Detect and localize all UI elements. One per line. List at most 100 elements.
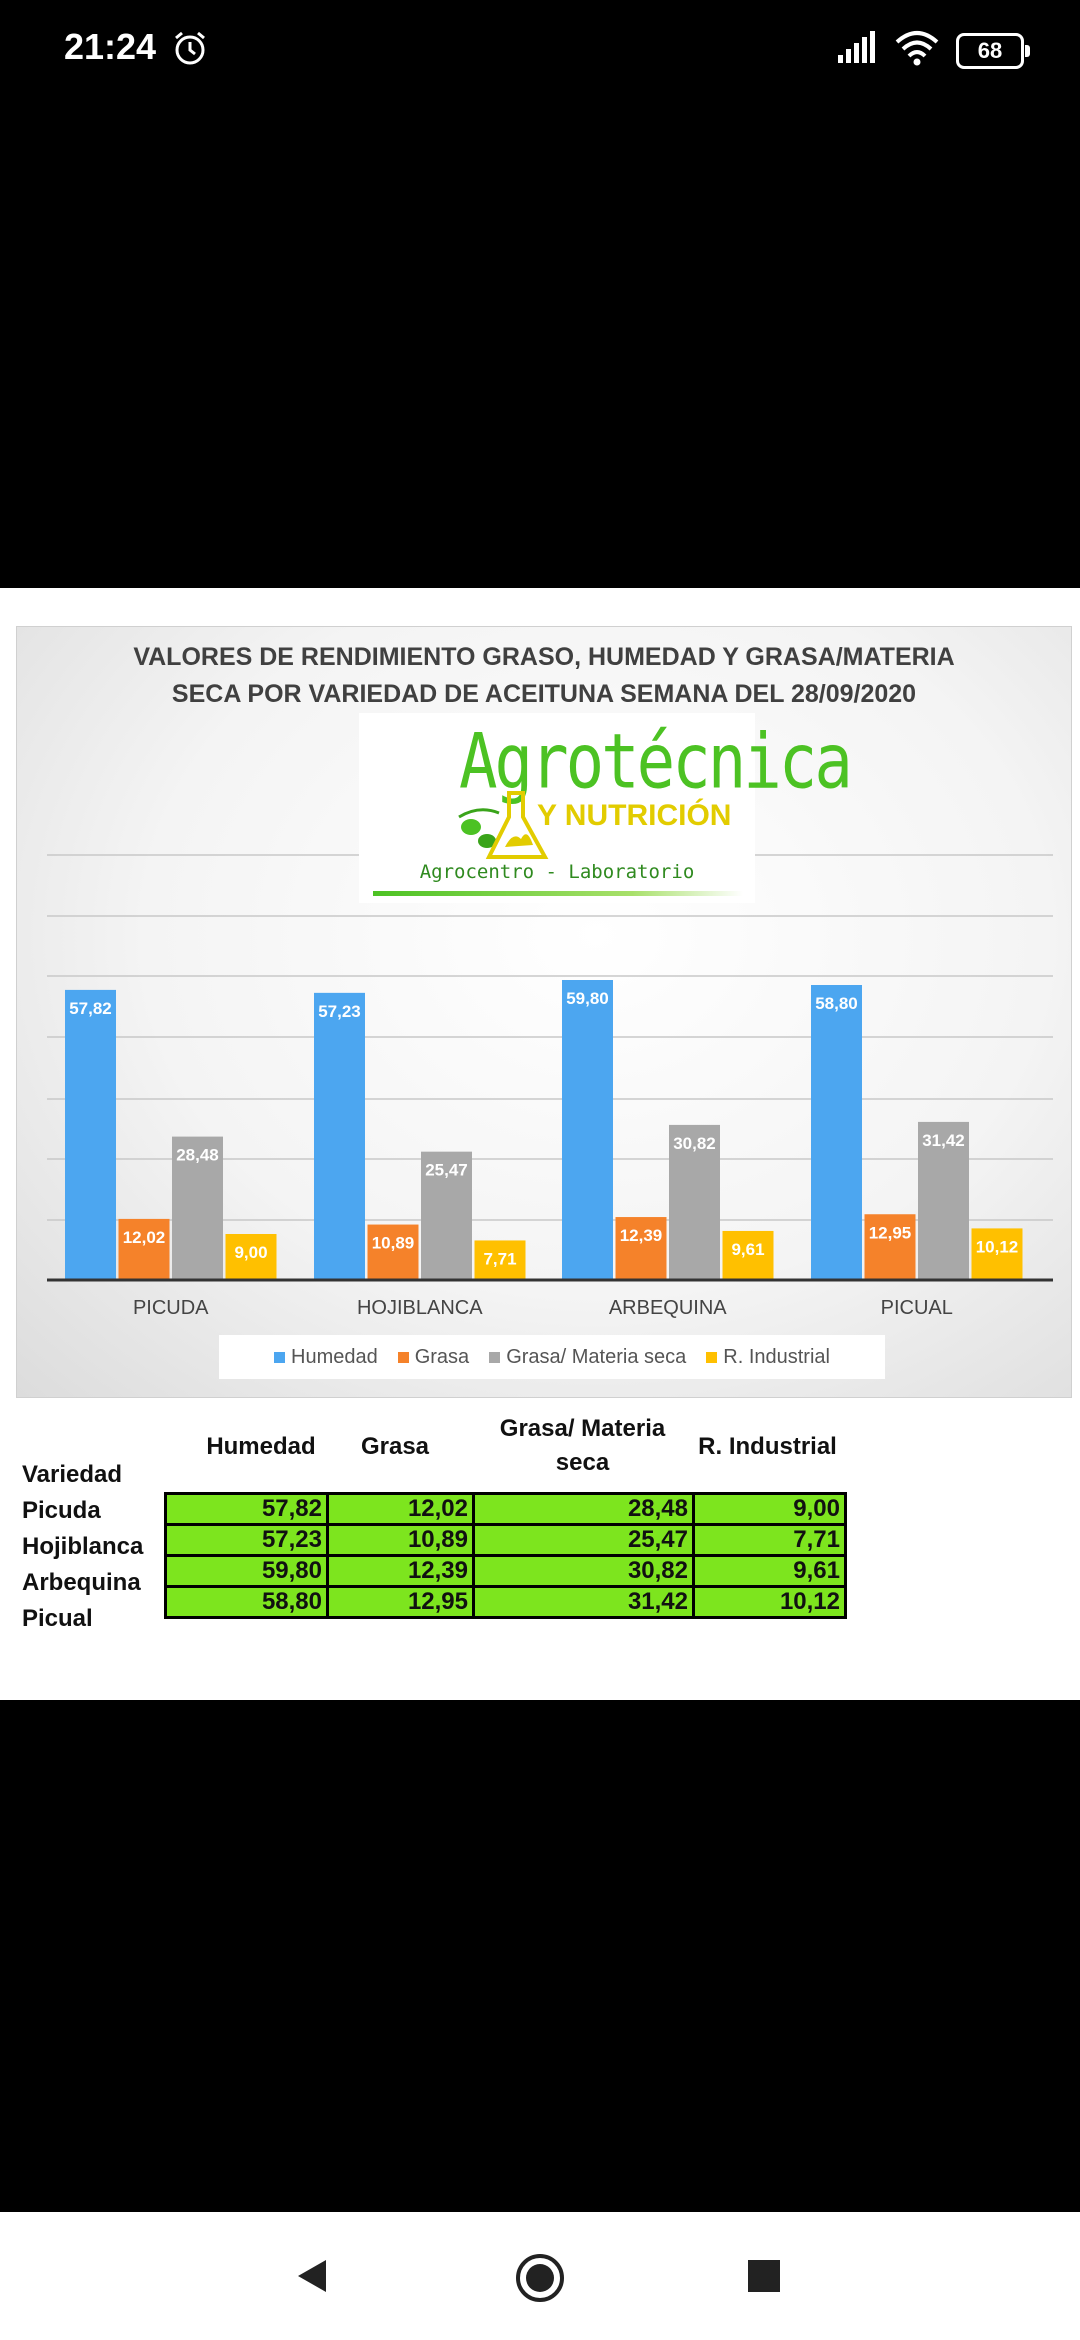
bar-picuda-2 (172, 1136, 223, 1279)
chart-title-line-1: VALORES DE RENDIMIENTO GRASO, HUMEDAD Y … (133, 643, 955, 671)
table-cell: 10,12 (692, 1585, 847, 1619)
bar-picual-0 (811, 985, 862, 1279)
table-cell: 7,71 (692, 1523, 847, 1557)
logo-subtitle: Y NUTRICIÓN (537, 799, 732, 832)
battery-icon: 68 (956, 32, 1030, 69)
category-label: ARBEQUINA (609, 1297, 727, 1319)
legend-label: Humedad (291, 1345, 378, 1368)
data-label: 30,82 (673, 1134, 716, 1153)
signal-icon (836, 31, 878, 70)
table-cell: 58,80 (164, 1585, 329, 1619)
table-row-label: Picuda (22, 1497, 101, 1524)
legend-swatch (706, 1351, 718, 1363)
bar-arbequina-3 (722, 1230, 774, 1279)
table-header-humedad: Humedad (206, 1433, 316, 1460)
legend-swatch (397, 1351, 409, 1363)
legend-swatch (489, 1351, 501, 1363)
data-label: 57,23 (318, 1002, 361, 1021)
chart-legend: Humedad Grasa Grasa/ Materia seca R. Ind… (219, 1335, 885, 1379)
shared-image[interactable]: VALORES DE RENDIMIENTO GRASO, HUMEDAD Y … (0, 588, 1080, 1700)
data-label: 9,00 (234, 1243, 267, 1262)
legend-item-grasa: Grasa (397, 1345, 470, 1369)
bar-picual-3 (971, 1228, 1023, 1279)
recents-button[interactable] (746, 2258, 782, 2299)
chart-title-line-2: SECA POR VARIEDAD DE ACEITUNA SEMANA DEL… (171, 680, 917, 708)
data-label: 25,47 (425, 1161, 468, 1180)
bar-arbequina-0 (562, 980, 613, 1279)
bar-picual-1 (864, 1214, 916, 1279)
bar-hojiblanca-3 (474, 1240, 526, 1279)
category-label: PICUAL (881, 1297, 953, 1319)
table-cell: 57,82 (164, 1492, 329, 1526)
legend-label: Grasa (414, 1345, 470, 1368)
legend-swatch (274, 1351, 285, 1363)
legend-item-humedad: Humedad (274, 1346, 378, 1369)
table-row: 58,80 12,95 31,42 10,12 (164, 1585, 847, 1619)
data-label: 28,48 (176, 1146, 219, 1165)
table-row: 57,82 12,02 28,48 9,00 (164, 1492, 847, 1526)
bar-hojiblanca-2 (421, 1151, 472, 1279)
table-row: 57,23 10,89 25,47 7,71 (164, 1523, 847, 1557)
logo-tagline: Agrocentro - Laboratorio (419, 861, 695, 883)
back-icon (298, 2260, 326, 2292)
data-label: 9,61 (731, 1240, 764, 1259)
legend-item-r-industrial: R. Industrial (706, 1346, 830, 1369)
table-cell: 30,82 (472, 1554, 695, 1588)
legend-item-grasa-materia-seca: Grasa/ Materia seca (489, 1346, 686, 1369)
data-label: 57,82 (69, 999, 112, 1018)
category-label: HOJIBLANCA (357, 1297, 483, 1319)
bar-arbequina-2 (669, 1124, 720, 1279)
table-row-header: Variedad (22, 1461, 123, 1488)
back-button[interactable] (292, 2256, 332, 2301)
table-cell: 25,47 (472, 1523, 695, 1557)
table-row: 59,80 12,39 30,82 9,61 (164, 1554, 847, 1588)
table-cell: 31,42 (472, 1585, 695, 1619)
bar-picuda-0 (65, 989, 116, 1279)
home-button[interactable] (514, 2252, 566, 2309)
bar-picuda-3 (225, 1234, 277, 1279)
data-label: 12,02 (123, 1228, 166, 1247)
home-icon (516, 2254, 564, 2302)
alarm-icon (170, 28, 210, 73)
recents-icon (748, 2260, 780, 2292)
bar-picual-2 (918, 1121, 969, 1279)
category-label: PICUDA (133, 1297, 209, 1319)
table-cell: 12,02 (326, 1492, 475, 1526)
chart: VALORES DE RENDIMIENTO GRASO, HUMEDAD Y … (16, 626, 1072, 1398)
navigation-bar (0, 2212, 1080, 2340)
table-header-grasa: Grasa (360, 1433, 430, 1460)
data-label: 59,80 (566, 989, 609, 1008)
agrotecnica-logo: Agrotécnica Y NUTRICIÓN Agrocentro - Lab… (359, 713, 853, 903)
table-cell: 57,23 (164, 1523, 329, 1557)
legend-label: R. Industrial (723, 1345, 830, 1368)
data-label: 10,12 (976, 1237, 1019, 1256)
data-label: 7,71 (483, 1249, 516, 1268)
table-header-r-industrial: R. Industrial (698, 1433, 837, 1460)
bar-hojiblanca-1 (367, 1224, 419, 1279)
legend-label: Grasa/ Materia seca (506, 1345, 687, 1368)
logo-underline (373, 891, 743, 896)
table-cell: 10,89 (326, 1523, 475, 1557)
olive-flask-icon (458, 791, 549, 859)
data-label: 10,89 (372, 1234, 415, 1253)
wifi-icon (894, 30, 940, 71)
data-label: 58,80 (815, 994, 858, 1013)
bar-arbequina-1 (615, 1217, 667, 1279)
table-header-line: seca (555, 1449, 610, 1476)
chart-title: VALORES DE RENDIMIENTO GRASO, HUMEDAD Y … (17, 639, 1071, 713)
bar-hojiblanca-0 (314, 992, 365, 1279)
table-cell: 12,95 (326, 1585, 475, 1619)
table-cell: 12,39 (326, 1554, 475, 1588)
table-header-line: Grasa/ Materia (499, 1415, 666, 1442)
status-bar: 21:24 68 (0, 0, 1080, 100)
table-cell: 9,61 (692, 1554, 847, 1588)
table-cell: 9,00 (692, 1492, 847, 1526)
data-label: 12,95 (869, 1223, 912, 1242)
values-table: 57,82 12,02 28,48 9,00 57,23 10,89 25,47… (164, 1492, 847, 1619)
bar-picuda-1 (118, 1218, 170, 1279)
status-time: 21:24 (64, 26, 157, 67)
table-cell: 28,48 (472, 1492, 695, 1526)
table-row-label: Hojiblanca (22, 1533, 144, 1560)
data-label: 31,42 (922, 1131, 965, 1150)
data-label: 12,39 (620, 1226, 663, 1245)
